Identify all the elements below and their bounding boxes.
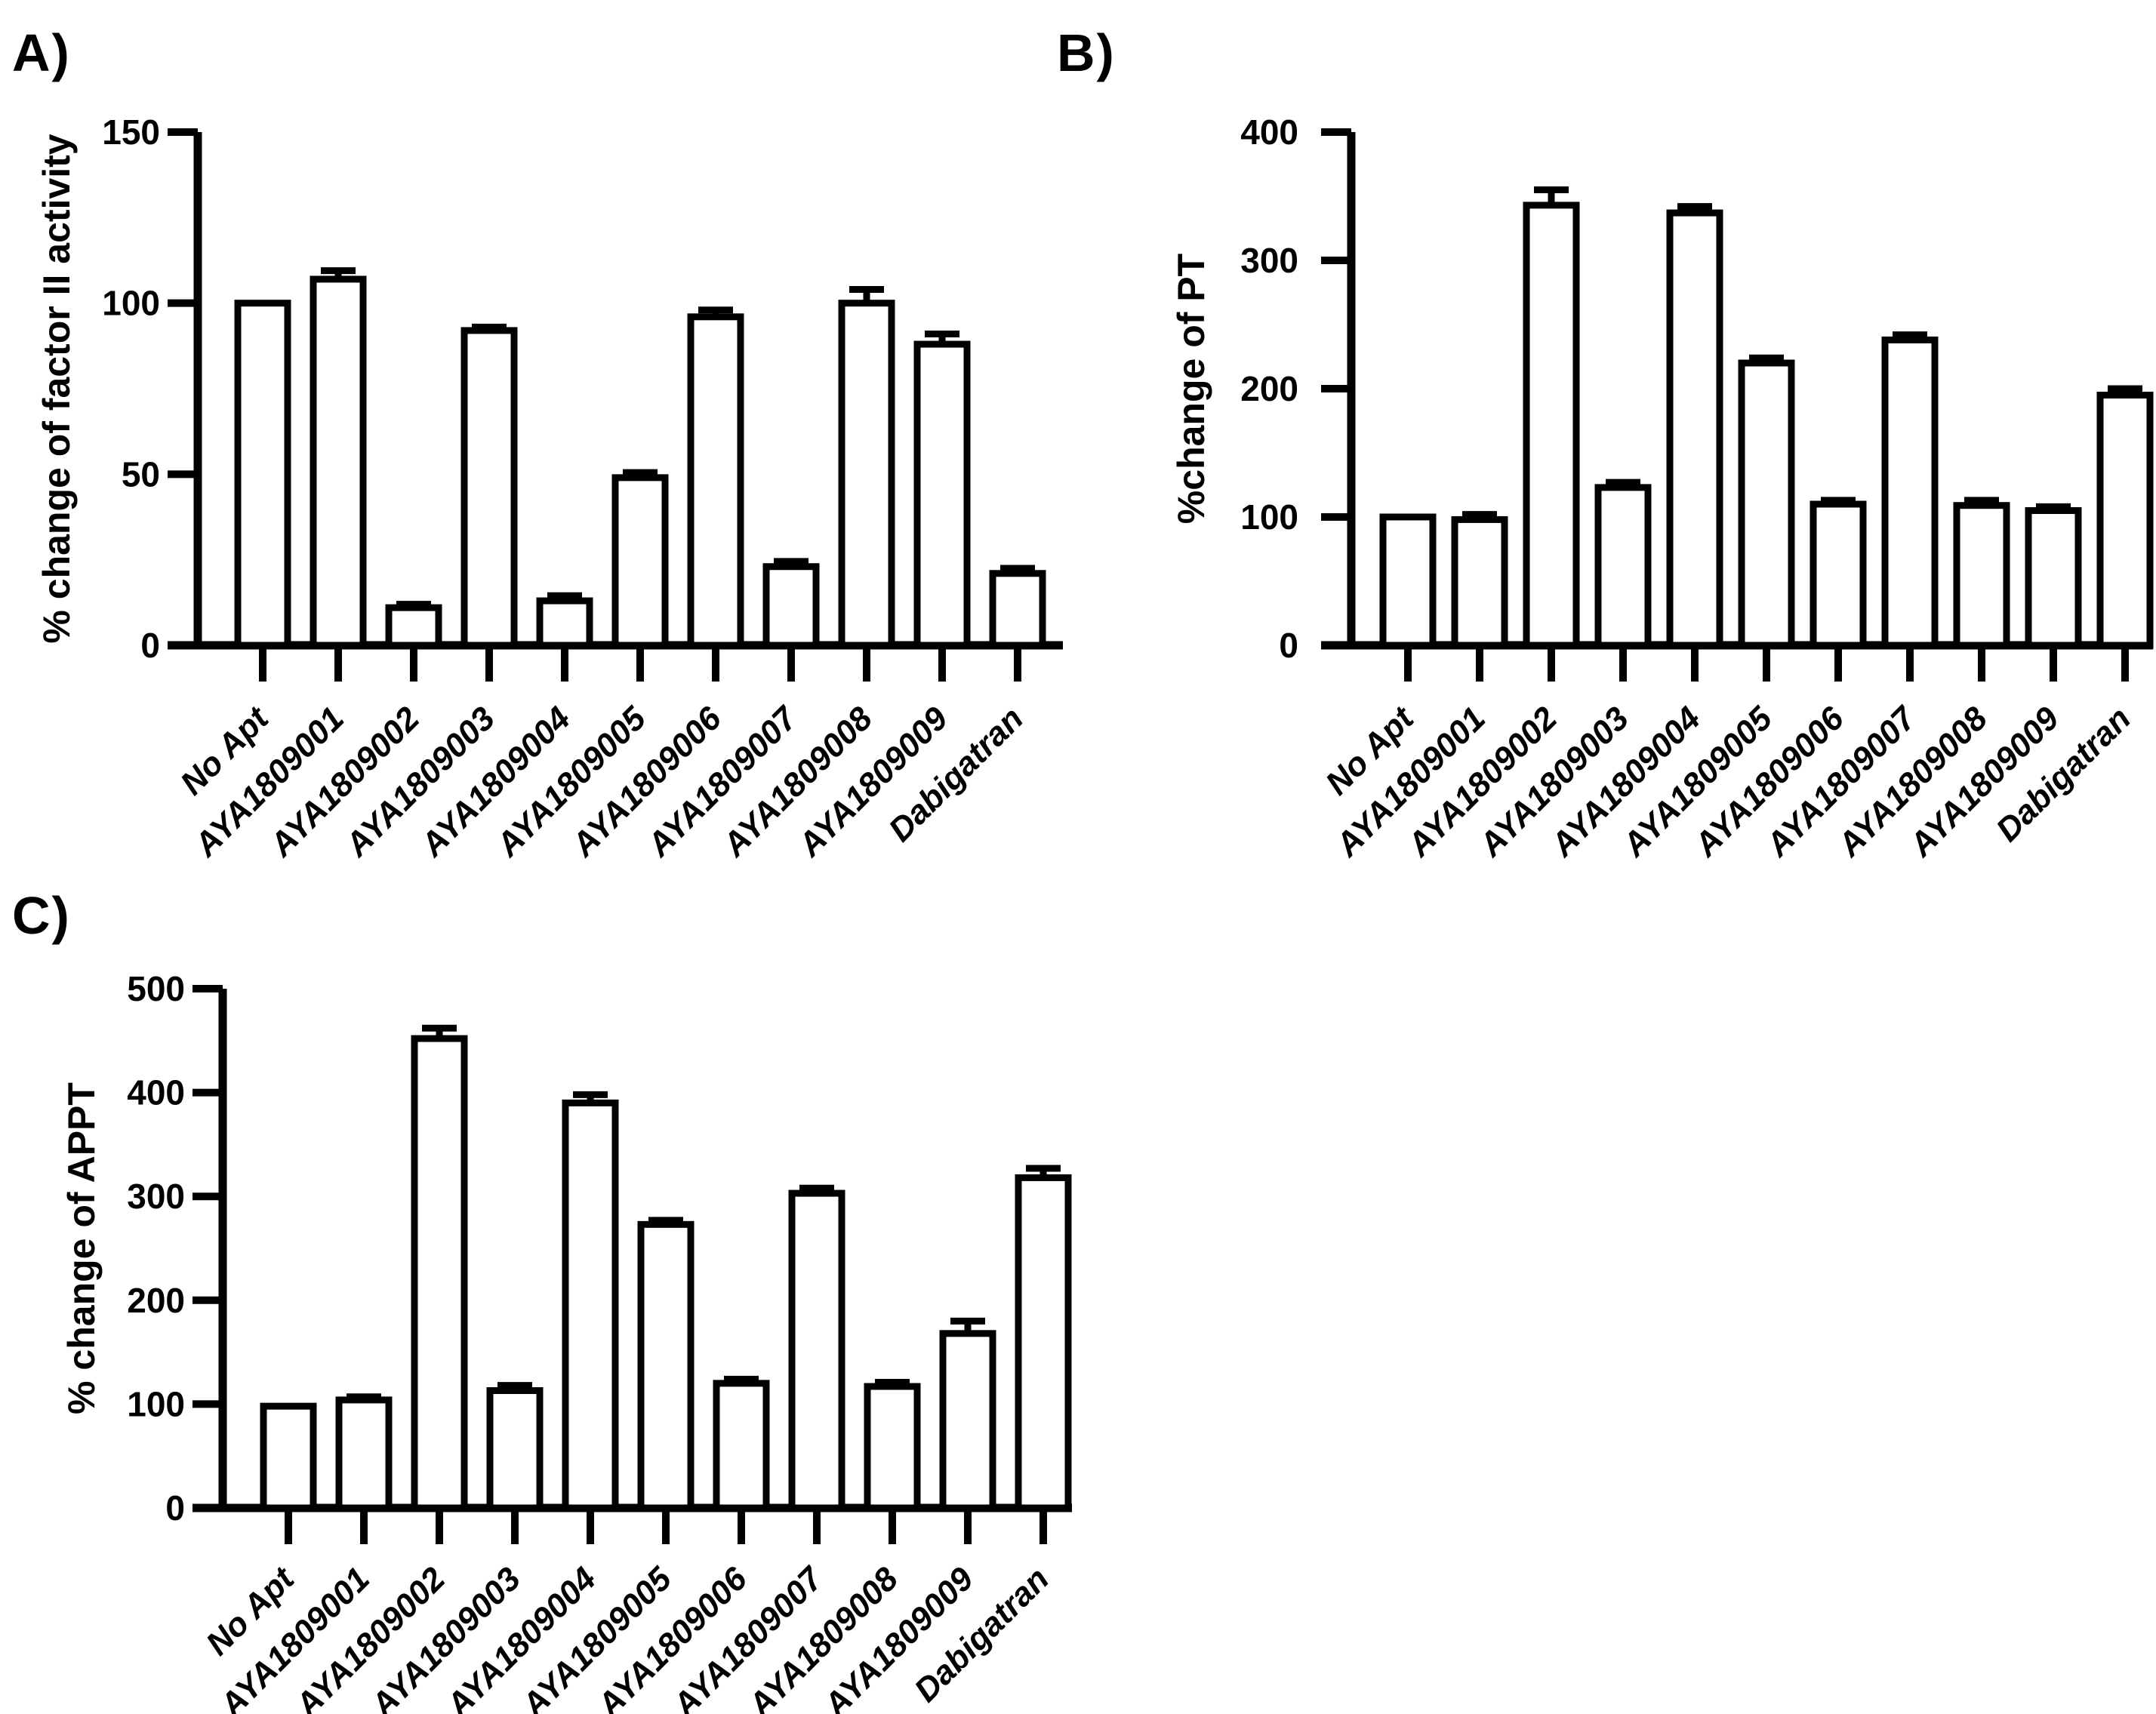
bar-dabigatran [2096, 392, 2154, 649]
y-tick-label: 300 [1240, 241, 1298, 280]
bar-aya1809006 [713, 1380, 770, 1512]
bar-aya1809003 [460, 327, 518, 649]
bar-aya1809001 [335, 1396, 393, 1512]
bar-aya1809007 [1881, 336, 1939, 649]
y-tick-label: 200 [127, 1281, 185, 1320]
y-tick-label: 100 [127, 1384, 185, 1423]
bar-aya1809008 [864, 1383, 921, 1512]
y-axis-title: %change of PT [1170, 254, 1212, 524]
bar-aya1809009 [2025, 507, 2082, 649]
y-tick-label: 400 [1240, 112, 1298, 152]
bar-aya1809002 [411, 1035, 468, 1512]
bar-aya1809002 [1523, 202, 1580, 649]
bar-aya1809003 [1594, 484, 1652, 649]
y-tick-label: 0 [1279, 626, 1298, 665]
bar-aya1809007 [788, 1189, 845, 1512]
panel-b-letter: B) [1057, 23, 1116, 82]
y-tick-label: 100 [102, 284, 160, 323]
bar-aya1809005 [1738, 359, 1795, 649]
bar-aya1809002 [385, 604, 442, 649]
bar-aya1809004 [1666, 209, 1723, 649]
bar-aya1809006 [687, 313, 744, 649]
bar-aya1809005 [637, 1220, 695, 1512]
y-tick-label: 400 [127, 1073, 185, 1112]
bar-aya1809001 [310, 275, 367, 649]
y-tick-label: 150 [102, 112, 160, 152]
y-tick-label: 0 [165, 1488, 185, 1528]
bar-aya1809004 [562, 1099, 619, 1512]
bar-aya1809008 [1953, 502, 2010, 649]
bar-aya1809005 [611, 474, 669, 649]
panel-a-letter: A) [12, 23, 71, 82]
bar-aya1809009 [913, 340, 971, 649]
bar-aya1809008 [838, 300, 895, 649]
bar-aya1809007 [762, 563, 820, 649]
bar-aya1809006 [1810, 500, 1867, 649]
bar-no-apt [1379, 513, 1437, 649]
y-tick-label: 200 [1240, 369, 1298, 408]
y-tick-label: 0 [140, 626, 160, 665]
bar-aya1809001 [1451, 515, 1508, 649]
bar-dabigatran [1015, 1174, 1072, 1512]
y-tick-label: 50 [122, 454, 160, 494]
y-axis-title: % change of factor II activity [35, 134, 78, 643]
bar-aya1809003 [486, 1387, 544, 1512]
bar-aya1809004 [536, 597, 593, 649]
y-tick-label: 300 [127, 1177, 185, 1216]
y-axis-title: % change of APPT [60, 1082, 103, 1414]
bar-no-apt [260, 1402, 317, 1512]
bar-aya1809009 [939, 1330, 996, 1512]
panel-c-letter: C) [12, 886, 71, 945]
bar-dabigatran [989, 570, 1046, 649]
bar-no-apt [234, 300, 291, 649]
y-tick-label: 500 [127, 969, 185, 1008]
y-tick-label: 100 [1240, 497, 1298, 537]
